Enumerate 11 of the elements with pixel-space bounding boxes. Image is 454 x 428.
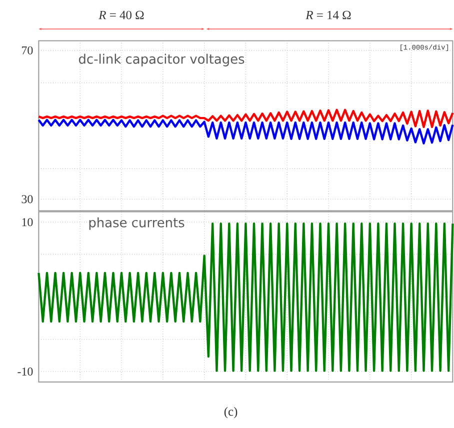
y-tick-label: 70 [22, 46, 33, 54]
y-tick-label: -10 [18, 368, 33, 376]
y-tick-label: 30 [22, 195, 33, 204]
text: R = 40 Ω [98, 10, 144, 20]
line-series [38, 118, 454, 144]
chart-title: phase currents [89, 217, 184, 230]
y-tick-label: 10 [22, 218, 33, 226]
text: R = 14 Ω [306, 10, 351, 20]
text: dc-link capacitor voltages [78, 54, 244, 66]
text: (c) [224, 407, 238, 418]
line-series [38, 108, 454, 128]
